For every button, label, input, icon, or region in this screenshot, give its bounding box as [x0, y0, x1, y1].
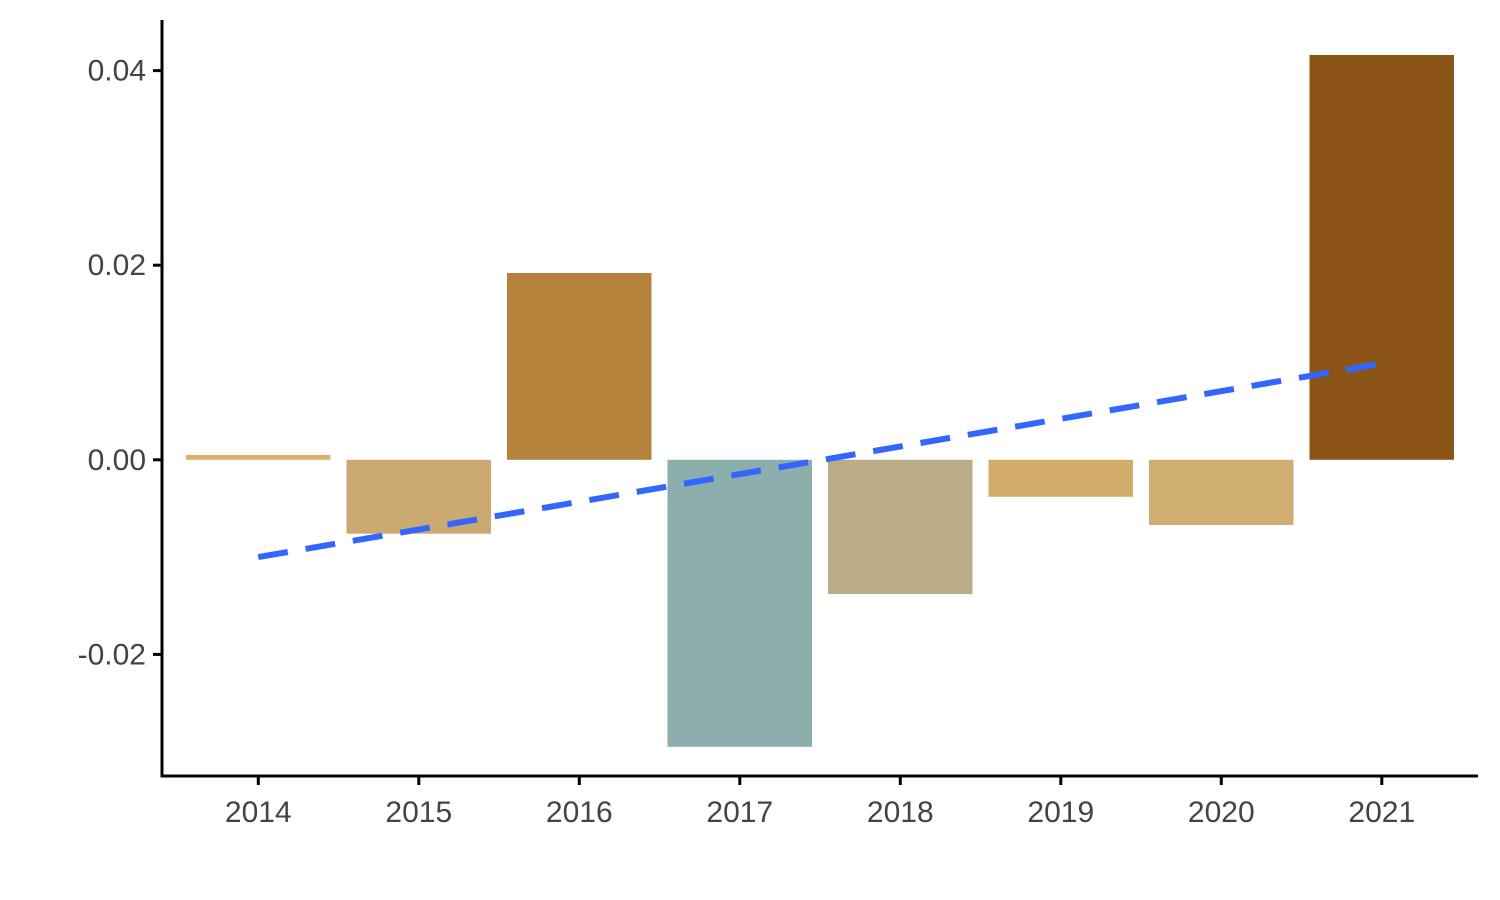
x-ticks-group: 2014 2015 2016 2017 2018 2019 2020 2021: [225, 776, 1415, 829]
bar-2020: [1149, 459, 1294, 525]
x-tick-label: 2018: [867, 796, 934, 829]
bar-2021: [1309, 55, 1454, 460]
x-tick-label: 2017: [706, 796, 773, 829]
x-tick-label: 2014: [225, 796, 292, 829]
y-tick-label: 0.00: [88, 444, 146, 477]
y-tick-label: -0.02: [78, 638, 146, 671]
x-tick-label: 2015: [385, 796, 452, 829]
y-tick-label: 0.04: [88, 55, 146, 88]
x-tick-label: 2020: [1188, 796, 1255, 829]
bars-group: [186, 55, 1454, 747]
x-tick-label: 2021: [1348, 796, 1415, 829]
bar-2016: [507, 273, 652, 460]
bar-2019: [988, 459, 1133, 497]
bar-2018: [828, 459, 973, 595]
y-ticks-group: -0.02 0.00 0.02 0.04: [78, 55, 162, 671]
y-tick-label: 0.02: [88, 249, 146, 282]
x-tick-label: 2019: [1027, 796, 1094, 829]
x-tick-label: 2016: [546, 796, 613, 829]
bar-2017: [667, 459, 812, 747]
axes-group: [160, 20, 1478, 778]
bar-2014: [186, 454, 331, 460]
